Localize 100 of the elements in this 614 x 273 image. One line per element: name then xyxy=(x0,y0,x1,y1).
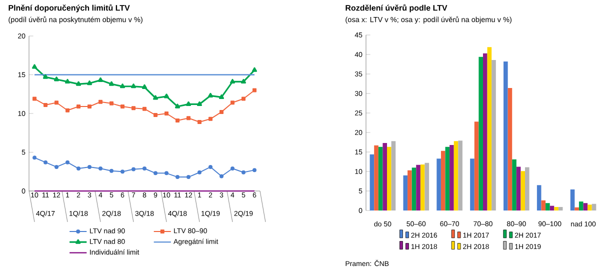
point xyxy=(198,120,202,124)
bar xyxy=(558,206,563,210)
bar xyxy=(546,203,550,210)
point xyxy=(240,78,246,84)
bar xyxy=(387,146,392,210)
bar xyxy=(583,203,588,210)
point xyxy=(164,94,170,98)
bar xyxy=(554,206,558,210)
bar xyxy=(492,60,496,210)
bar xyxy=(525,167,530,210)
point xyxy=(86,80,92,86)
point xyxy=(108,81,114,86)
bar xyxy=(436,158,441,210)
point xyxy=(76,104,81,109)
bar xyxy=(424,162,430,210)
point xyxy=(120,104,125,109)
point xyxy=(230,100,234,105)
point xyxy=(54,164,59,169)
point xyxy=(32,64,38,69)
bar xyxy=(382,143,388,210)
bar xyxy=(516,166,521,210)
bar xyxy=(570,189,575,210)
point xyxy=(88,164,92,169)
point xyxy=(220,110,224,114)
point xyxy=(76,81,82,86)
bar xyxy=(420,164,425,210)
point xyxy=(110,168,114,173)
bar xyxy=(550,206,554,210)
point xyxy=(32,156,37,160)
point xyxy=(76,166,81,171)
point xyxy=(208,92,214,98)
bar xyxy=(592,204,596,210)
point xyxy=(154,113,158,118)
bar xyxy=(536,185,542,210)
point xyxy=(252,168,256,172)
bar xyxy=(487,47,492,210)
point xyxy=(44,102,48,107)
bar xyxy=(541,200,546,210)
point xyxy=(176,118,180,122)
point xyxy=(110,101,114,106)
bar xyxy=(450,144,454,210)
point xyxy=(98,77,104,82)
bar xyxy=(520,171,526,210)
point xyxy=(208,116,213,121)
point xyxy=(64,78,70,84)
bar xyxy=(458,140,462,210)
point xyxy=(152,95,158,100)
bar xyxy=(403,175,408,210)
point xyxy=(230,78,236,84)
point xyxy=(130,84,136,88)
point xyxy=(186,116,191,120)
point xyxy=(142,84,148,89)
bar xyxy=(374,145,378,210)
point xyxy=(66,160,70,164)
bar xyxy=(412,168,416,210)
point xyxy=(154,171,158,176)
bar xyxy=(416,164,420,210)
bar xyxy=(512,159,516,210)
point xyxy=(142,166,147,171)
bar xyxy=(474,122,479,210)
bar xyxy=(408,170,412,210)
bar xyxy=(454,141,458,210)
point xyxy=(186,101,192,106)
point xyxy=(132,106,136,110)
point xyxy=(42,74,48,79)
point xyxy=(120,170,125,174)
point xyxy=(196,101,202,106)
point xyxy=(132,167,136,172)
point xyxy=(242,96,246,101)
point xyxy=(242,170,246,174)
point xyxy=(142,106,147,111)
chart-title: Plnění doporučených limitů LTV xyxy=(8,4,130,12)
point xyxy=(98,166,103,171)
bar xyxy=(440,150,446,210)
point xyxy=(98,100,103,104)
point xyxy=(252,88,256,92)
bar xyxy=(391,141,396,210)
point xyxy=(208,164,213,169)
point xyxy=(54,76,60,82)
point xyxy=(230,166,234,171)
bar xyxy=(588,204,592,210)
point xyxy=(218,94,224,100)
bar xyxy=(370,154,374,210)
point xyxy=(186,175,191,180)
point xyxy=(88,104,92,109)
bar xyxy=(508,88,512,210)
bar xyxy=(578,202,584,210)
point xyxy=(164,111,169,116)
point xyxy=(220,174,224,178)
point xyxy=(120,84,126,88)
bar xyxy=(478,56,483,210)
chart-title: Rozdělení úvěrů podle LTV xyxy=(346,4,448,12)
point xyxy=(252,67,258,72)
bar xyxy=(470,158,474,210)
bar xyxy=(574,207,579,210)
point xyxy=(32,96,37,101)
bar xyxy=(445,146,450,210)
point xyxy=(198,170,202,174)
bar xyxy=(482,53,488,210)
point xyxy=(164,171,169,176)
